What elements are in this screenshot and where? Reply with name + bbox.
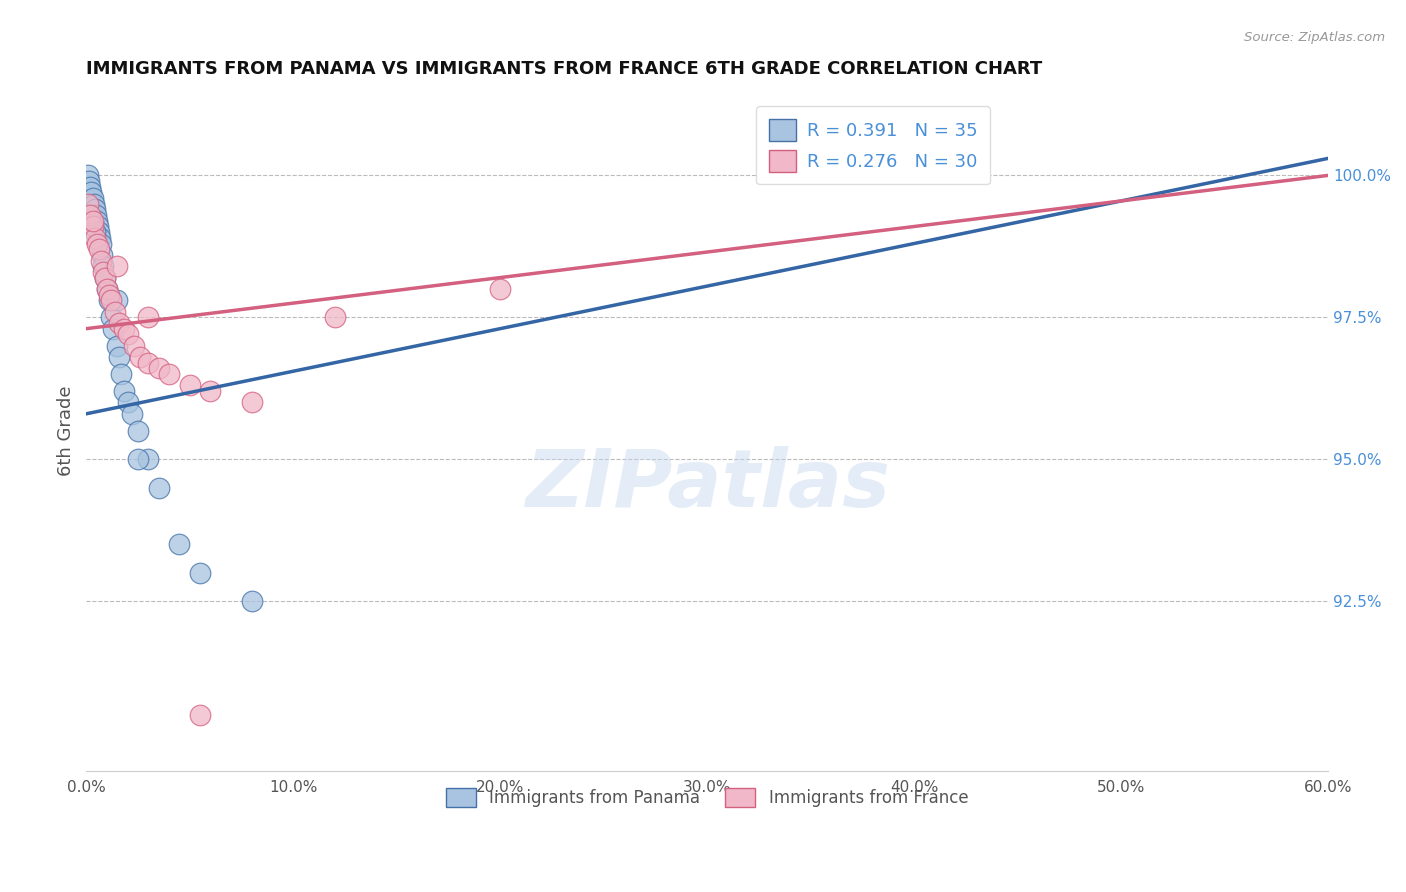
Point: [91, 265, 114, 279]
Point: [96, 282, 118, 296]
Point: [129, 350, 152, 364]
Point: [94, 270, 117, 285]
Point: [112, 321, 135, 335]
Point: [138, 310, 160, 325]
Point: [87, 225, 110, 239]
Point: [103, 321, 125, 335]
Point: [138, 452, 160, 467]
Point: [86, 214, 108, 228]
Point: [86, 236, 108, 251]
Text: IMMIGRANTS FROM PANAMA VS IMMIGRANTS FROM FRANCE 6TH GRADE CORRELATION CHART: IMMIGRANTS FROM PANAMA VS IMMIGRANTS FRO…: [86, 60, 1042, 78]
Point: [91, 259, 114, 273]
Point: [122, 339, 145, 353]
Point: [90, 253, 112, 268]
Point: [157, 367, 180, 381]
Point: [83, 202, 105, 217]
Point: [138, 356, 160, 370]
Point: [94, 270, 117, 285]
Point: [169, 537, 191, 551]
Point: [117, 395, 139, 409]
Point: [83, 196, 105, 211]
Point: [90, 248, 112, 262]
Point: [108, 316, 131, 330]
Y-axis label: 6th Grade: 6th Grade: [58, 385, 75, 476]
Point: [127, 452, 149, 467]
Point: [200, 384, 222, 398]
Point: [86, 219, 108, 234]
Point: [83, 231, 105, 245]
Point: [179, 378, 201, 392]
Point: [98, 293, 121, 308]
Point: [90, 236, 112, 251]
Point: [82, 191, 104, 205]
Point: [127, 424, 149, 438]
Point: [188, 707, 211, 722]
Point: [77, 196, 100, 211]
Point: [104, 304, 127, 318]
Point: [188, 566, 211, 580]
Point: [79, 208, 101, 222]
Point: [79, 179, 101, 194]
Point: [82, 214, 104, 228]
Point: [108, 350, 131, 364]
Point: [96, 282, 118, 296]
Point: [82, 219, 104, 234]
Point: [77, 169, 100, 183]
Point: [89, 231, 111, 245]
Text: ZIPatlas: ZIPatlas: [524, 446, 890, 524]
Legend: Immigrants from Panama, Immigrants from France: Immigrants from Panama, Immigrants from …: [440, 781, 974, 814]
Point: [489, 282, 512, 296]
Point: [100, 293, 122, 308]
Point: [323, 310, 346, 325]
Point: [87, 242, 110, 256]
Point: [100, 310, 122, 325]
Point: [148, 481, 170, 495]
Point: [98, 287, 121, 301]
Point: [148, 361, 170, 376]
Point: [79, 174, 101, 188]
Point: [121, 407, 143, 421]
Point: [112, 384, 135, 398]
Point: [84, 208, 107, 222]
Point: [105, 339, 128, 353]
Point: [80, 186, 103, 200]
Point: [117, 327, 139, 342]
Point: [110, 367, 132, 381]
Point: [240, 594, 263, 608]
Point: [105, 293, 128, 308]
Point: [105, 259, 128, 273]
Point: [240, 395, 263, 409]
Point: [83, 225, 105, 239]
Text: Source: ZipAtlas.com: Source: ZipAtlas.com: [1244, 31, 1385, 45]
